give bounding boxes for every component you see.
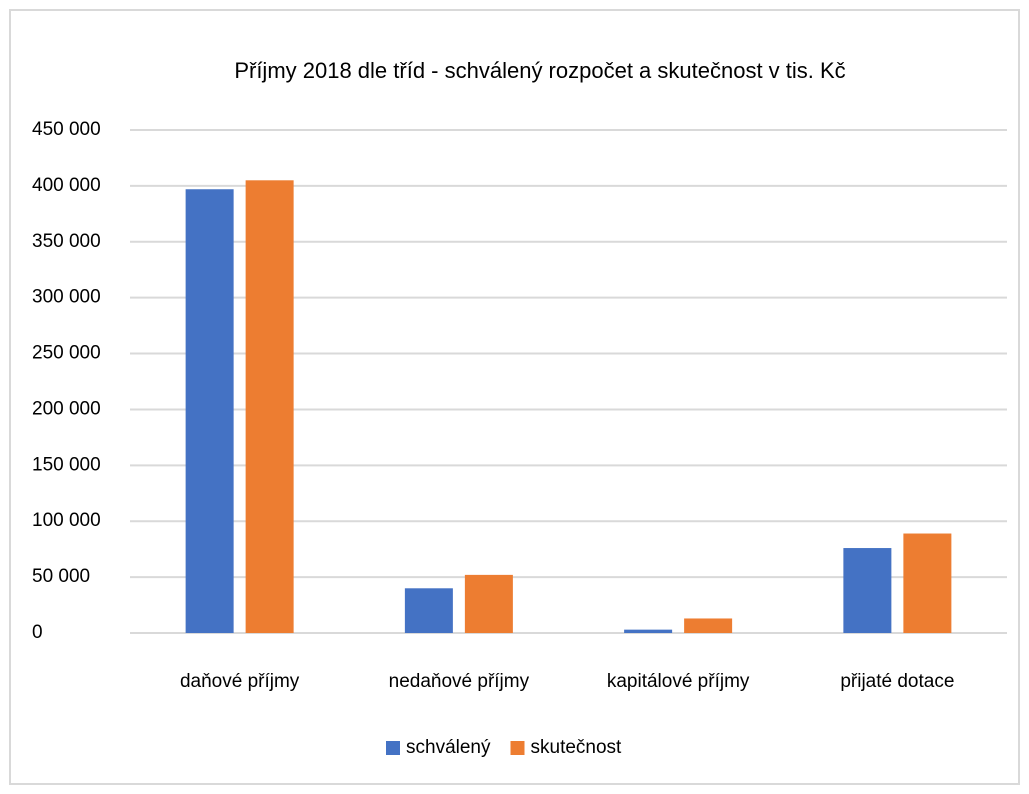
bar <box>624 629 673 633</box>
bar <box>843 548 892 633</box>
chart-frame <box>9 9 1020 785</box>
x-tick-label: kapitálové příjmy <box>607 671 750 692</box>
chart-title: Příjmy 2018 dle tříd - schválený rozpoče… <box>234 58 845 83</box>
y-tick-label: 250 000 <box>32 343 101 364</box>
legend-swatch <box>510 741 525 755</box>
bar <box>185 189 234 633</box>
legend-swatch <box>386 741 400 755</box>
legend-label: schválený <box>406 737 491 758</box>
bar <box>464 574 513 633</box>
bar <box>684 618 733 633</box>
bar <box>245 180 294 634</box>
y-tick-label: 300 000 <box>32 287 101 308</box>
bar <box>903 533 952 633</box>
y-tick-label: 0 <box>32 622 43 643</box>
bar <box>404 588 453 633</box>
x-tick-label: přijaté dotace <box>840 671 954 692</box>
y-tick-label: 350 000 <box>32 231 101 252</box>
y-tick-label: 50 000 <box>32 566 90 587</box>
y-tick-label: 100 000 <box>32 510 101 531</box>
x-tick-label: daňové příjmy <box>180 671 300 692</box>
y-tick-label: 200 000 <box>32 398 101 419</box>
legend-label: skutečnost <box>531 737 623 758</box>
x-tick-label: nedaňové příjmy <box>389 671 530 692</box>
y-tick-label: 150 000 <box>32 454 101 475</box>
y-tick-label: 450 000 <box>32 119 101 140</box>
y-tick-label: 400 000 <box>32 175 101 196</box>
